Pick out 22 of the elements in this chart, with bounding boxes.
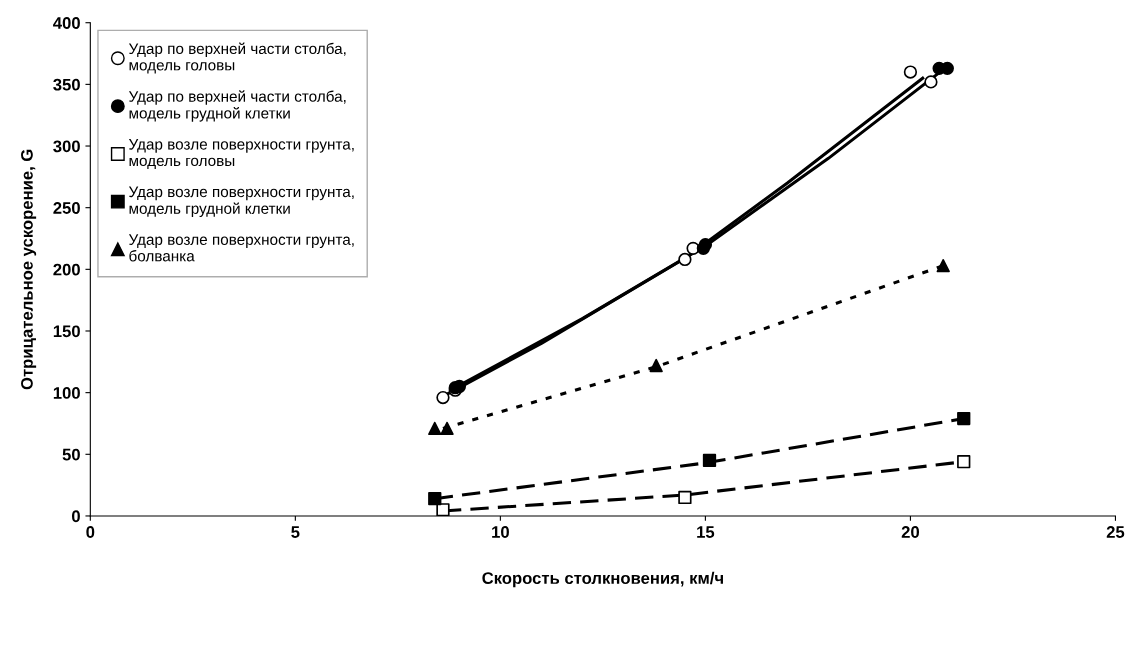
y-tick-label: 400: [53, 17, 80, 29]
x-tick-label: 20: [901, 526, 920, 538]
y-tick-label: 350: [53, 78, 80, 91]
x-axis-title: Скорость столкновения, км/ч: [482, 571, 723, 588]
y-tick-label: 200: [53, 263, 80, 276]
legend-label: Удар по верхней части столба, модель грудной клетки: [128, 90, 346, 122]
legend-label: Удар по верхней части столба, модель головы: [128, 42, 346, 74]
y-tick-label: 250: [53, 202, 80, 214]
x-tick-label: 5: [291, 526, 300, 538]
y-tick-label: 150: [53, 325, 80, 338]
x-tick-label: 0: [86, 526, 95, 538]
legend-label: Удар возле поверхности грунта, болванка: [128, 234, 354, 262]
legend-label: Удар возле поверхности грунта, модель грудной клетки: [128, 186, 354, 217]
y-tick-label: 100: [53, 387, 80, 399]
y-tick-label: 300: [53, 140, 80, 153]
x-tick-label: 25: [1106, 526, 1125, 538]
legend-label: Удар возле поверхности грунта, модель головы: [128, 139, 354, 170]
y-tick-label: 0: [71, 510, 80, 523]
y-axis-title: Отрицательное ускорение, G: [21, 149, 37, 390]
x-tick-label: 10: [492, 526, 509, 538]
x-tick-label: 15: [697, 526, 715, 538]
y-tick-label: 50: [62, 448, 80, 461]
